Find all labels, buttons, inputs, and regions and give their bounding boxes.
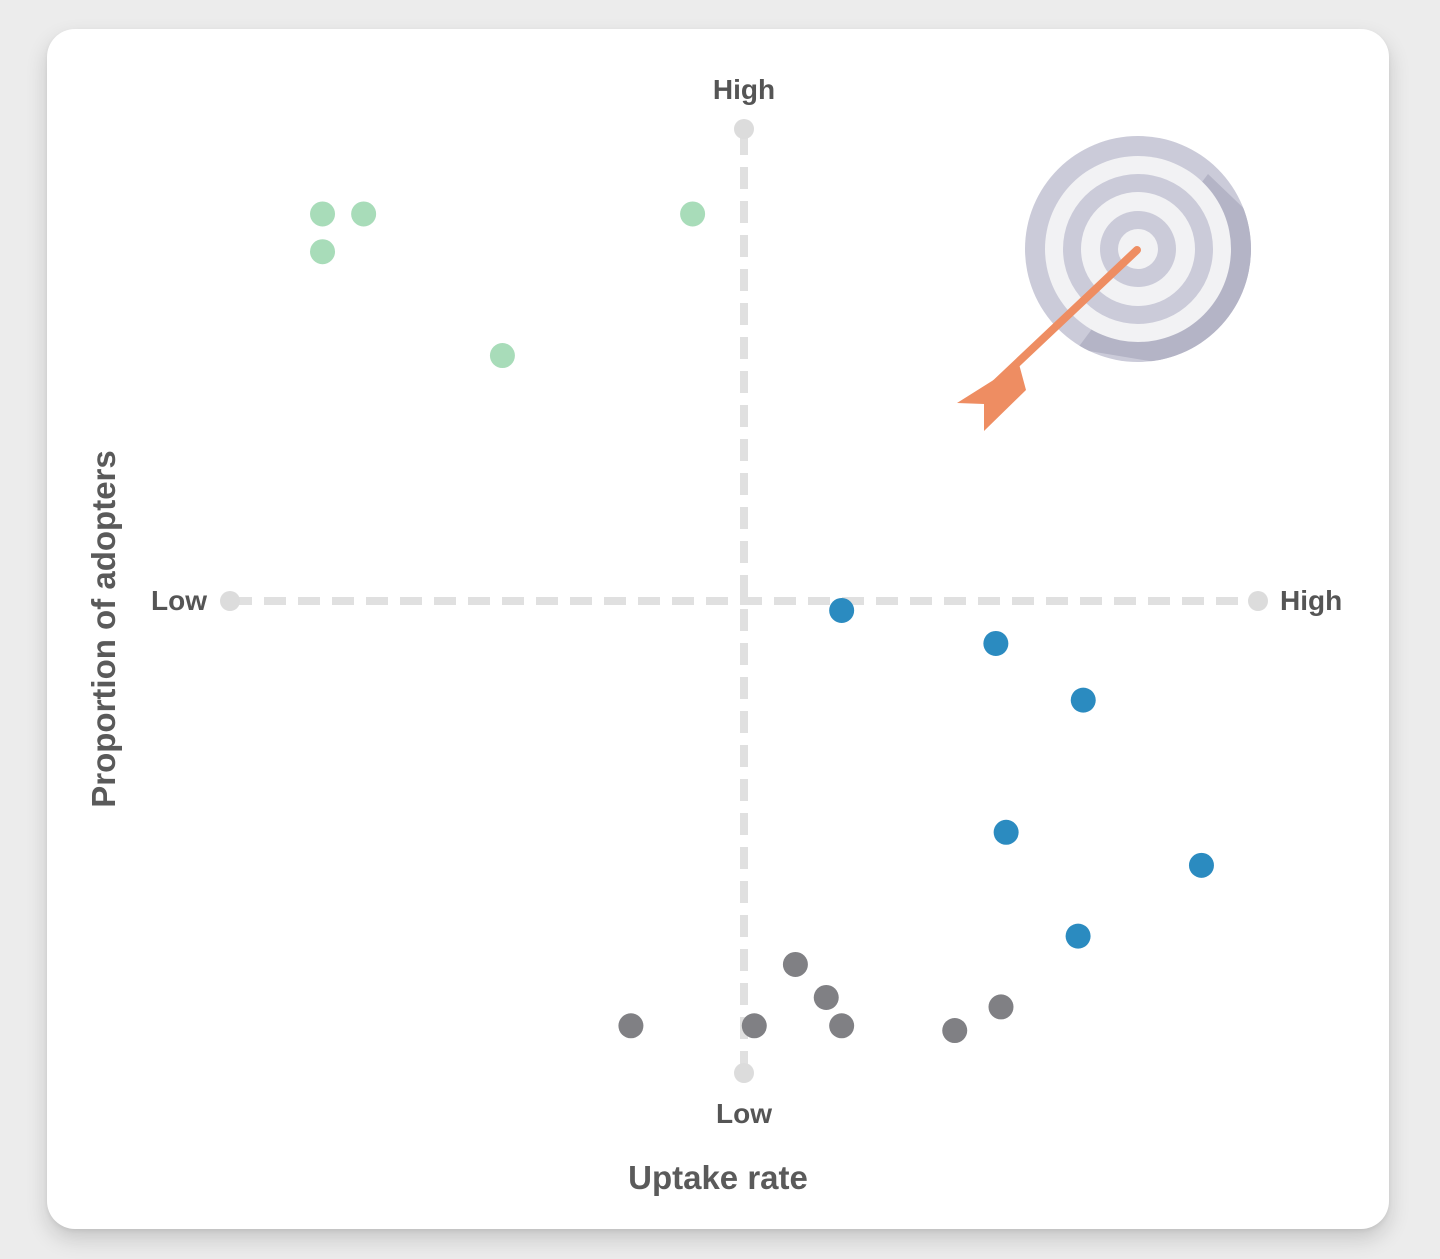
x-axis-low-endpoint — [220, 591, 240, 611]
x-axis-title: Uptake rate — [628, 1159, 808, 1196]
x-axis-high-label: High — [1280, 585, 1342, 616]
data-point-s2-5 — [1188, 852, 1214, 878]
y-axis-low-endpoint — [734, 1063, 754, 1083]
data-point-s2-4 — [993, 819, 1019, 845]
data-point-s1-4 — [489, 343, 515, 369]
data-point-s3-5 — [829, 1013, 855, 1039]
y-axis-title: Proportion of adopters — [85, 450, 122, 808]
chart-card: High Low Low High Uptake rate Proportion… — [47, 29, 1389, 1229]
data-point-s3-7 — [988, 994, 1014, 1020]
target-with-arrow-icon — [957, 136, 1251, 431]
y-axis-low-label: Low — [716, 1098, 772, 1129]
y-axis-high-endpoint — [734, 119, 754, 139]
data-point-s3-1 — [618, 1013, 644, 1039]
data-point-s1-3 — [310, 239, 336, 265]
data-point-s3-6 — [942, 1018, 968, 1044]
axes — [220, 119, 1268, 1083]
y-axis-high-label: High — [713, 74, 775, 105]
data-point-s3-4 — [813, 984, 839, 1010]
data-point-s1-5 — [680, 201, 706, 227]
data-point-s2-1 — [829, 597, 855, 623]
data-point-s1-1 — [310, 201, 336, 227]
data-points — [310, 201, 1214, 1044]
data-point-s2-3 — [1070, 687, 1096, 713]
scatter-chart: High Low Low High Uptake rate Proportion… — [85, 74, 1342, 1196]
data-point-s1-2 — [351, 201, 377, 227]
x-axis-high-endpoint — [1248, 591, 1268, 611]
data-point-s2-6 — [1065, 923, 1091, 949]
data-point-s3-3 — [782, 951, 808, 977]
data-point-s3-2 — [741, 1013, 767, 1039]
data-point-s2-2 — [983, 630, 1009, 656]
x-axis-low-label: Low — [151, 585, 207, 616]
